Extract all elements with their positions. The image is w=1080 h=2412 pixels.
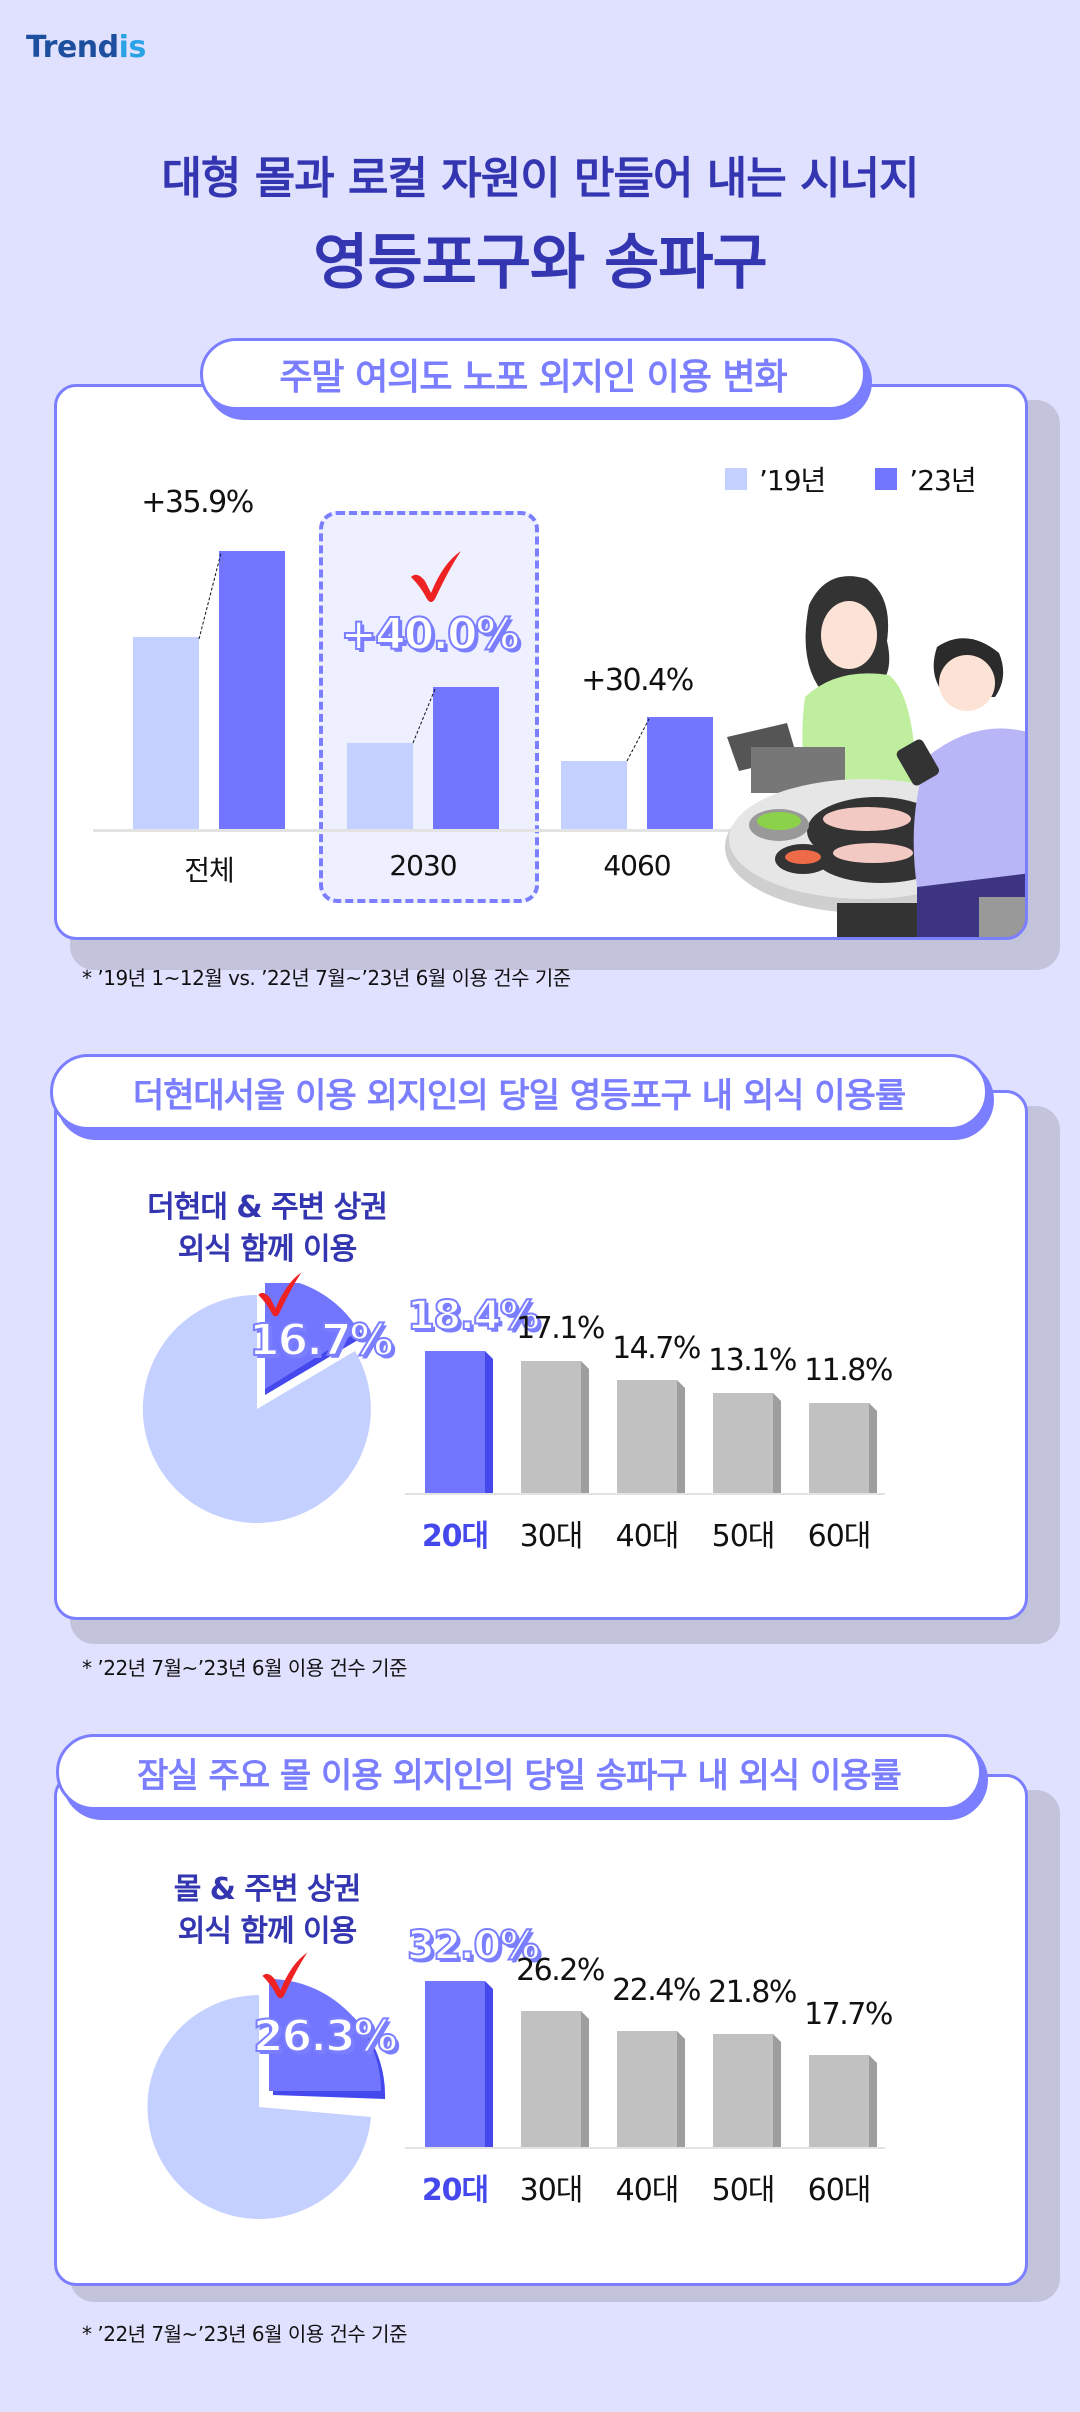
legend-swatch-2019: [725, 468, 747, 490]
delta-label-total: +35.9%: [141, 485, 254, 520]
bar-30s: [521, 2011, 589, 2147]
section1-card: ’19년 ’23년 +35.9% 전체 +40.0% 2030 +30.4% 4…: [54, 384, 1028, 940]
category-label-4060: 4060: [603, 849, 671, 882]
section1-footnote: * ’19년 1~12월 vs. ’22년 7월~’23년 6월 이용 건수 기…: [82, 966, 571, 990]
category-label-50s: 50대: [711, 1519, 776, 1554]
bar-chart-baseline: [405, 1493, 885, 1495]
bar-value-30s: 26.2%: [516, 1953, 605, 1988]
bar-value-60s: 17.7%: [804, 1997, 893, 2032]
logo-main-text: Trend: [26, 30, 119, 65]
bar-value-20s: 32.0%: [406, 1922, 541, 1970]
pie-chart-jamsil: [147, 1979, 386, 2219]
bar-2019-4060: [561, 761, 627, 829]
pie-value-label: 16.7%: [248, 1314, 395, 1367]
category-label-60s: 60대: [807, 1519, 872, 1554]
bar-value-40s: 22.4%: [612, 1973, 701, 2008]
bar-value-30s: 17.1%: [516, 1311, 605, 1346]
check-icon: [262, 1952, 308, 1999]
bar-value-60s: 11.8%: [804, 1353, 893, 1388]
bar-30s: [521, 1361, 589, 1493]
bar-value-20s: 18.4%: [406, 1292, 541, 1340]
check-icon: [411, 551, 461, 602]
bar-20s: [425, 1981, 493, 2147]
category-label-60s: 60대: [807, 2173, 872, 2208]
bar-2019-total: [133, 637, 199, 829]
bar-value-50s: 13.1%: [708, 1343, 797, 1378]
section2-card: 더현대 & 주변 상권 외식 함께 이용 16.7% 18.4% 20대 17.…: [54, 1090, 1028, 1620]
bar-40s: [617, 2031, 685, 2147]
section3-card: 몰 & 주변 상권 외식 함께 이용 26.3% 32.0% 20대 26.2%…: [54, 1774, 1028, 2286]
bar-2023-2030: [433, 687, 499, 829]
category-label-50s: 50대: [711, 2173, 776, 2208]
section2-heading: 더현대서울 이용 외지인의 당일 영등포구 내 외식 이용률: [50, 1054, 988, 1130]
category-label-total: 전체: [184, 854, 235, 887]
section2-footnote: * ’22년 7월~’23년 6월 이용 건수 기준: [82, 1656, 407, 1680]
delta-connector-4060: [626, 718, 650, 762]
bar-50s: [713, 2034, 781, 2147]
bar-20s: [425, 1351, 493, 1493]
delta-connector-total: [198, 552, 222, 640]
bar-value-40s: 14.7%: [612, 1331, 701, 1366]
bar-60s: [809, 2055, 877, 2147]
delta-connector-2030: [412, 688, 436, 744]
pie-heading-line2: 외식 함께 이용: [177, 1232, 358, 1267]
hero-subtitle: 대형 몰과 로컬 자원이 만들어 내는 시너지: [161, 153, 919, 204]
highlight-box-2030: [319, 511, 539, 903]
chart-legend: ’19년 ’23년: [725, 459, 977, 499]
bar-2019-2030: [347, 743, 413, 829]
category-label-40s: 40대: [615, 2173, 680, 2208]
logo-accent-text: is: [118, 30, 147, 65]
category-label-40s: 40대: [615, 1519, 680, 1554]
legend-label-2023: ’23년: [909, 464, 976, 497]
category-label-20s: 20대: [421, 1519, 489, 1554]
hero-title: 영등포구와 송파구: [313, 228, 768, 298]
section1-heading: 주말 여의도 노포 외지인 이용 변화: [200, 338, 866, 410]
category-label-20s: 20대: [421, 2173, 489, 2208]
bar-chart-baseline: [405, 2147, 885, 2149]
bar-2023-total: [219, 551, 285, 829]
pie-chart-hyundai: [142, 1283, 371, 1523]
pie-heading-line1: 더현대 & 주변 상권: [147, 1190, 388, 1225]
bar-40s: [617, 1380, 685, 1493]
legend-swatch-2023: [875, 468, 898, 490]
category-label-2030: 2030: [389, 849, 457, 882]
delta-label-2030: +40.0%: [339, 608, 521, 661]
section3-heading: 잠실 주요 몰 이용 외지인의 당일 송파구 내 외식 이용률: [56, 1734, 982, 1810]
brand-logo: Trendis: [26, 30, 146, 65]
pie-heading-line1: 몰 & 주변 상권: [173, 1872, 362, 1907]
legend-label-2019: ’19년: [759, 464, 826, 497]
pie-value-label: 26.3%: [252, 2010, 399, 2063]
chart-baseline: [93, 829, 733, 832]
delta-label-4060: +30.4%: [581, 663, 694, 698]
bar-2023-4060: [647, 717, 713, 829]
bar-value-50s: 21.8%: [708, 1975, 797, 2010]
category-label-30s: 30대: [519, 1519, 584, 1554]
bar-60s: [809, 1403, 877, 1493]
section3-footnote: * ’22년 7월~’23년 6월 이용 건수 기준: [82, 2322, 407, 2346]
pie-heading-line2: 외식 함께 이용: [177, 1914, 358, 1949]
bar-50s: [713, 1393, 781, 1493]
check-icon: [258, 1272, 302, 1317]
couple-eating-bbq-illustration: [725, 576, 1025, 937]
category-label-30s: 30대: [519, 2173, 584, 2208]
